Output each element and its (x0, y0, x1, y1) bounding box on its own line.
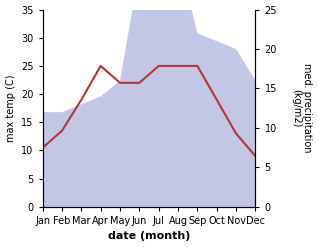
Y-axis label: max temp (C): max temp (C) (5, 74, 16, 142)
Y-axis label: med. precipitation
(kg/m2): med. precipitation (kg/m2) (291, 63, 313, 153)
X-axis label: date (month): date (month) (108, 231, 190, 242)
